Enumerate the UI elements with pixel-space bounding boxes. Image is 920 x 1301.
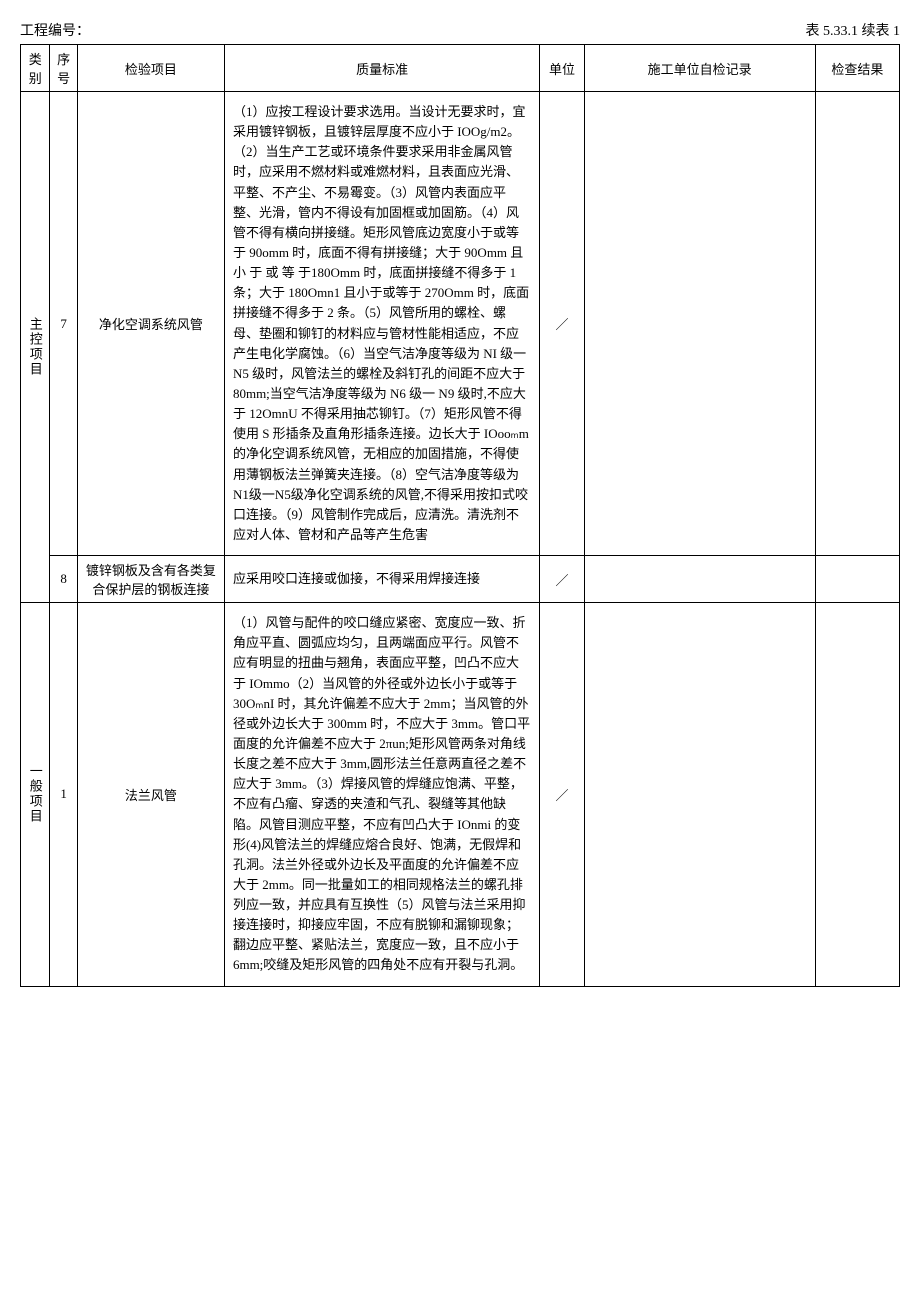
- cell-seq: 1: [50, 603, 77, 987]
- col-item: 检验项目: [77, 45, 224, 92]
- inspection-table: 类别 序号 检验项目 质量标准 单位 施工单位自检记录 检查结果 主控项目 7 …: [20, 44, 900, 987]
- cell-self-record: [584, 556, 815, 603]
- cell-self-record: [584, 603, 815, 987]
- col-result: 检查结果: [815, 45, 899, 92]
- cell-item: 镀锌钢板及含有各类复合保护层的钢板连接: [77, 556, 224, 603]
- cell-item: 净化空调系统风管: [77, 92, 224, 556]
- table-number-label: 表 5.33.1 续表 1: [806, 20, 901, 40]
- cell-unit: ／: [540, 92, 584, 556]
- cell-standard: （1）风管与配件的咬口缝应紧密、宽度应一致、折角应平直、圆弧应均匀，且两端面应平…: [224, 603, 539, 987]
- table-row: 一般项目 1 法兰风管 （1）风管与配件的咬口缝应紧密、宽度应一致、折角应平直、…: [21, 603, 900, 987]
- col-standard: 质量标准: [224, 45, 539, 92]
- cell-result: [815, 603, 899, 987]
- table-row: 主控项目 7 净化空调系统风管 （1）应按工程设计要求选用。当设计无要求时，宜采…: [21, 92, 900, 556]
- col-seq: 序号: [50, 45, 77, 92]
- cell-standard: （1）应按工程设计要求选用。当设计无要求时，宜采用镀锌钢板，且镀锌层厚度不应小于…: [224, 92, 539, 556]
- cell-self-record: [584, 92, 815, 556]
- col-unit: 单位: [540, 45, 584, 92]
- cell-result: [815, 556, 899, 603]
- category-general: 一般项目: [21, 603, 50, 987]
- category-main: 主控项目: [21, 92, 50, 603]
- cell-seq: 8: [50, 556, 77, 603]
- col-category: 类别: [21, 45, 50, 92]
- cell-item: 法兰风管: [77, 603, 224, 987]
- cell-unit: ／: [540, 556, 584, 603]
- cell-unit: ／: [540, 603, 584, 987]
- table-row: 8 镀锌钢板及含有各类复合保护层的钢板连接 应采用咬口连接或伽接，不得采用焊接连…: [21, 556, 900, 603]
- cell-result: [815, 92, 899, 556]
- col-self-record: 施工单位自检记录: [584, 45, 815, 92]
- project-number-label: 工程编号：: [20, 20, 90, 40]
- table-header-row: 类别 序号 检验项目 质量标准 单位 施工单位自检记录 检查结果: [21, 45, 900, 92]
- cell-seq: 7: [50, 92, 77, 556]
- cell-standard: 应采用咬口连接或伽接，不得采用焊接连接: [224, 556, 539, 603]
